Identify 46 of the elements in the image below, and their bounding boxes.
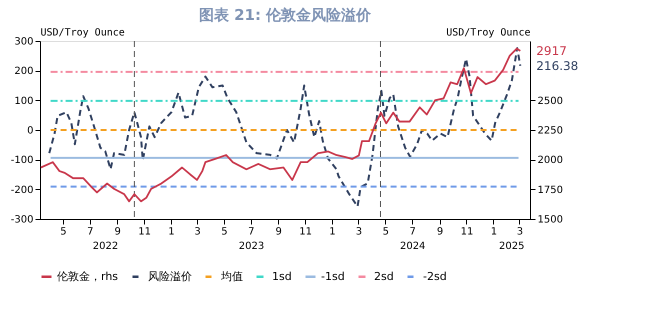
y2-axis-title: USD/Troy Ounce (446, 28, 530, 38)
x-tick-label: 11 (138, 226, 151, 238)
x-tick-label: 11 (460, 226, 474, 238)
y-tick-label: 100 (14, 96, 34, 107)
x-tick-label: 3 (516, 226, 524, 238)
text: 2025 (498, 241, 524, 252)
y2-tick-label: 2250 (538, 126, 563, 136)
y-tick-label: -200 (10, 184, 34, 196)
x-tick-label: 3 (194, 226, 201, 238)
legend-label: 伦敦金，rhs (57, 270, 118, 283)
x-tick-label: 1 (329, 226, 336, 238)
text: 2022 (92, 241, 118, 252)
y-tick-label: 200 (14, 66, 34, 78)
y-tick-label: -100 (10, 155, 34, 166)
x-tick-label: 5 (382, 226, 390, 238)
x-tick-label: 9 (436, 226, 444, 238)
x-tick-label: 9 (275, 226, 282, 238)
y-axis-title: USD/Troy Ounce (40, 28, 125, 38)
x-tick-label: 3 (356, 226, 362, 238)
y-tick-label: -300 (10, 214, 34, 226)
data-label: 2917 (536, 44, 567, 58)
legend-label: 均值 (220, 270, 243, 283)
x-tick-label: 7 (87, 226, 94, 238)
x-tick-label: 7 (248, 226, 255, 238)
legend-label: 2sd (374, 270, 394, 283)
y2-tick-label: 1750 (538, 184, 563, 196)
legend-label: -2sd (423, 270, 447, 283)
x-tick-label: 7 (410, 226, 416, 238)
data-label: 216.38 (536, 58, 578, 73)
legend-label: -1sd (321, 270, 345, 283)
x-tick-label: 1 (490, 226, 498, 238)
x-tick-label: 11 (299, 226, 312, 238)
y2-tick-label: 2500 (538, 96, 563, 107)
text: 2023 (238, 241, 264, 252)
legend-label: 1sd (272, 270, 292, 283)
x-tick-label: 1 (168, 226, 175, 238)
x-tick-label: 5 (221, 226, 228, 238)
y-tick-label: 0 (27, 126, 34, 136)
chart-title: 图表 21: 伦敦金风险溢价 (198, 6, 372, 24)
text: 2024 (400, 241, 426, 252)
legend-label: 风险溢价 (148, 270, 192, 283)
x-tick-label: 5 (60, 226, 67, 238)
y-tick-label: 300 (14, 36, 34, 48)
y2-tick-label: 1500 (538, 214, 563, 226)
x-tick-label: 9 (114, 226, 121, 238)
y2-tick-label: 2000 (538, 155, 563, 166)
